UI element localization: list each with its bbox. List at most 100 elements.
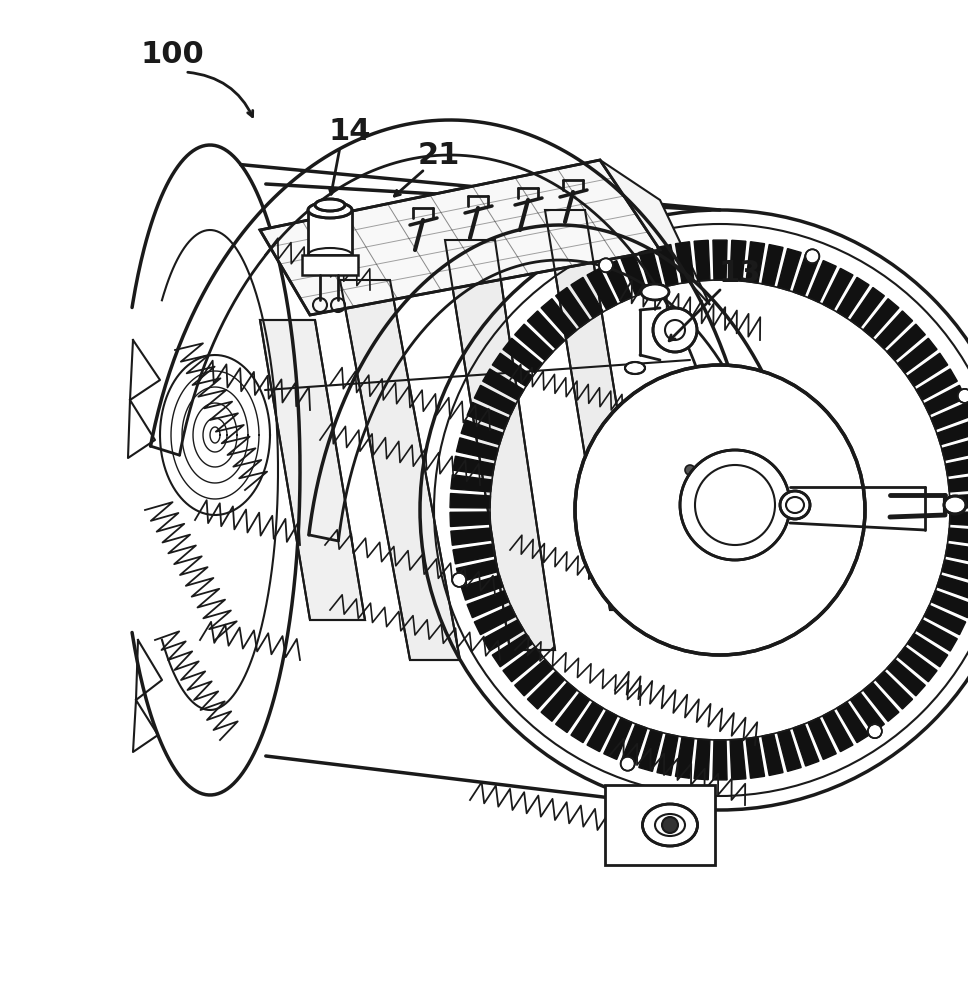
Polygon shape [545,210,650,610]
Polygon shape [946,544,968,564]
Polygon shape [931,402,968,429]
Polygon shape [948,475,968,492]
Text: 13: 13 [718,259,761,288]
Polygon shape [340,280,460,660]
Polygon shape [793,254,819,296]
Polygon shape [793,724,819,766]
Polygon shape [694,739,710,780]
Polygon shape [746,737,765,778]
Polygon shape [713,740,727,780]
Polygon shape [931,591,968,618]
Polygon shape [875,671,913,709]
Circle shape [680,450,790,560]
Polygon shape [515,324,553,361]
Circle shape [653,308,697,352]
Polygon shape [587,710,618,752]
Polygon shape [621,254,647,296]
Polygon shape [260,320,365,620]
Polygon shape [808,718,836,759]
Polygon shape [730,240,746,281]
Polygon shape [528,671,564,709]
Polygon shape [836,702,869,743]
Polygon shape [456,560,499,582]
Polygon shape [836,277,869,318]
Polygon shape [863,682,899,721]
Bar [605,785,715,865]
Polygon shape [468,402,509,429]
Polygon shape [493,634,532,667]
Polygon shape [942,560,968,582]
Polygon shape [450,494,491,508]
Polygon shape [302,255,358,275]
Polygon shape [453,456,495,476]
Polygon shape [483,369,524,400]
Polygon shape [571,277,603,318]
Circle shape [452,573,467,587]
Polygon shape [451,475,492,492]
Polygon shape [541,682,577,721]
Text: 14: 14 [328,117,371,146]
Polygon shape [468,591,509,618]
Polygon shape [897,647,937,682]
Polygon shape [453,544,495,564]
Polygon shape [777,249,802,291]
Polygon shape [604,261,632,302]
Polygon shape [916,620,957,651]
Text: 100: 100 [140,40,203,69]
Polygon shape [850,287,885,328]
Polygon shape [850,692,885,733]
Polygon shape [946,456,968,476]
Polygon shape [924,605,966,635]
Polygon shape [676,242,694,283]
Polygon shape [445,240,555,650]
Polygon shape [571,702,603,743]
Polygon shape [474,385,516,415]
Polygon shape [451,528,492,545]
Polygon shape [604,718,632,759]
Polygon shape [639,249,662,291]
Polygon shape [942,438,968,460]
Polygon shape [456,438,499,460]
Polygon shape [461,420,503,445]
Polygon shape [493,353,532,386]
Polygon shape [948,528,968,545]
Circle shape [662,817,678,833]
Polygon shape [950,494,968,508]
Text: 21: 21 [418,141,461,170]
Polygon shape [600,160,710,305]
Ellipse shape [315,199,345,211]
Polygon shape [937,420,968,445]
Polygon shape [907,353,948,386]
Polygon shape [762,245,783,286]
Polygon shape [621,724,647,766]
Polygon shape [461,575,503,600]
Polygon shape [556,287,590,328]
Bar [308,210,352,255]
Polygon shape [916,369,957,400]
Polygon shape [823,268,853,310]
Ellipse shape [625,362,645,374]
Polygon shape [950,512,968,526]
Polygon shape [556,692,590,733]
Polygon shape [730,739,746,780]
Polygon shape [515,659,553,696]
Polygon shape [260,160,660,315]
Polygon shape [587,268,618,310]
Polygon shape [777,729,802,771]
Circle shape [957,389,968,403]
Polygon shape [676,737,694,778]
Polygon shape [887,324,925,361]
Polygon shape [657,245,679,286]
Polygon shape [907,634,948,667]
Polygon shape [808,261,836,302]
Circle shape [620,757,635,771]
Polygon shape [746,242,765,283]
Polygon shape [541,299,577,338]
Polygon shape [474,605,516,635]
Circle shape [599,258,613,272]
Ellipse shape [780,491,810,519]
Polygon shape [924,385,966,415]
Polygon shape [639,729,662,771]
Ellipse shape [643,804,698,846]
Circle shape [805,249,819,263]
